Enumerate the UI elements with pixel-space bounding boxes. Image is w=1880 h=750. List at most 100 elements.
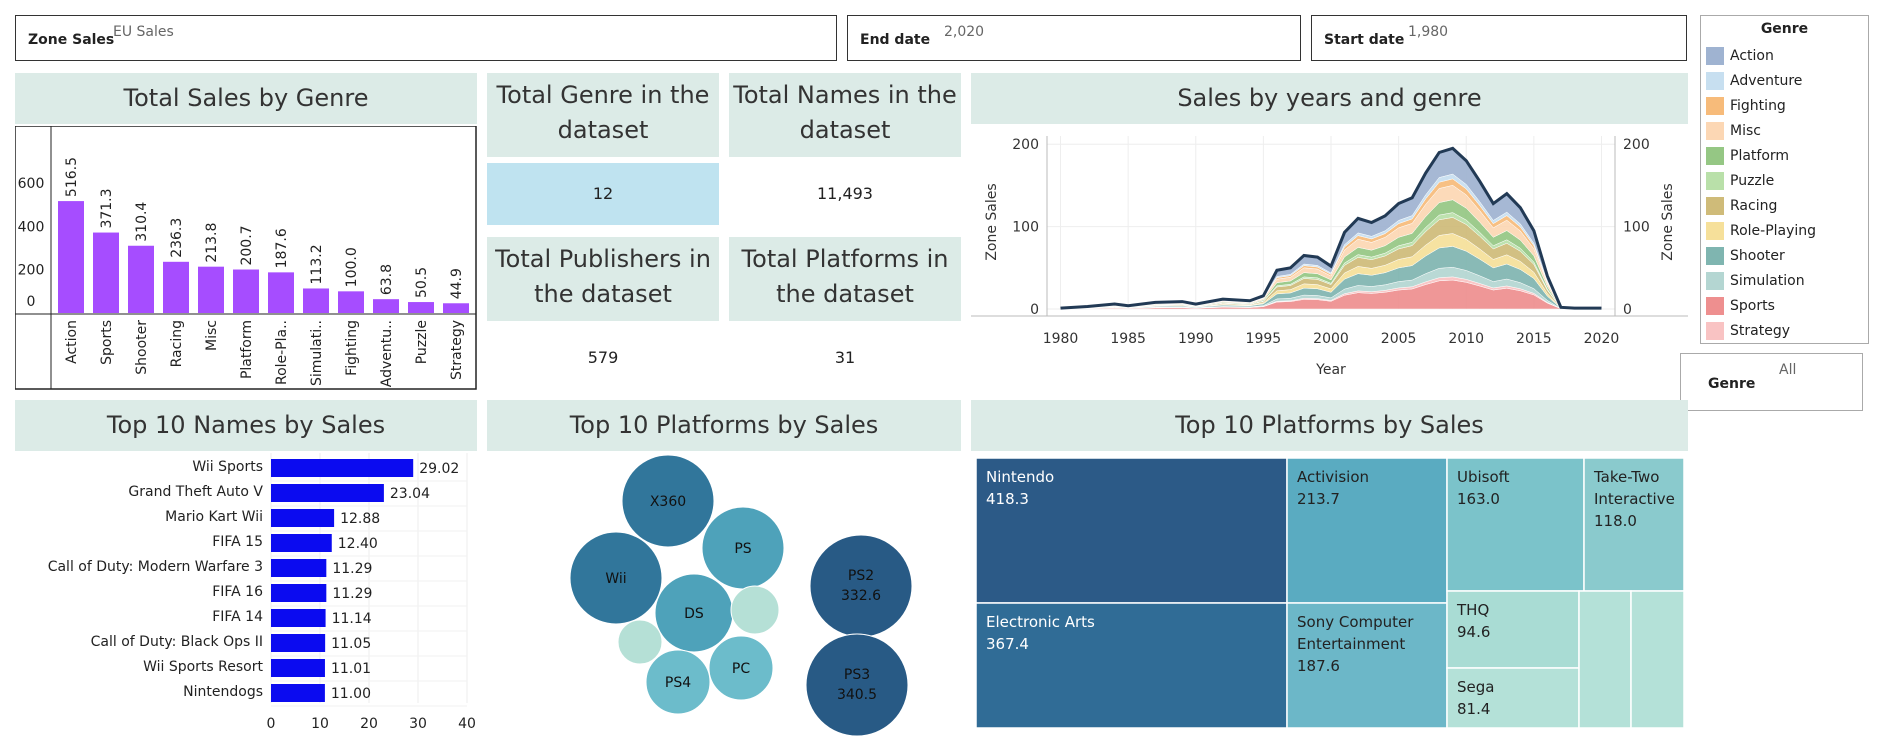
legend-label: Adventure <box>1730 73 1803 89</box>
end-date-filter[interactable]: End date 2,020 <box>847 15 1301 61</box>
genre-filter-value[interactable]: All <box>1779 362 1797 378</box>
legend-item[interactable]: Misc <box>1706 120 1761 142</box>
tile-value: 367.4 <box>986 635 1029 653</box>
bar-strategy <box>443 303 469 313</box>
bubble-label: PS3 <box>844 667 870 683</box>
publisher-treemap: Nintendo 418.3 Electronic Arts 367.4 Activis… <box>975 457 1685 729</box>
bar-racing <box>163 261 189 313</box>
bar-puzzle <box>408 302 434 313</box>
genre-filter[interactable]: Genre All <box>1680 353 1863 411</box>
x-tick-label: 0 <box>267 716 276 732</box>
tile-name: Electronic Arts <box>986 613 1095 631</box>
x-tick-label: 2010 <box>1448 331 1484 347</box>
treemap-tile <box>1583 457 1685 592</box>
name-bar <box>271 559 327 577</box>
name-label: Mario Kart Wii <box>165 509 263 525</box>
start-date-value[interactable]: 1,980 <box>1408 24 1449 40</box>
bar-platform <box>233 269 259 313</box>
genre-bar-chart: 0 200 400 600 516.5 Action 371.3 Sports 310.4 Sho… <box>15 126 477 390</box>
kpi-genre-value: 12 <box>487 163 719 225</box>
legend-item[interactable]: Shooter <box>1706 245 1785 267</box>
platform-bubble <box>569 531 663 625</box>
legend-swatch <box>1706 72 1724 90</box>
category-label: Action <box>64 320 80 364</box>
y-tick-label-right: 100 <box>1623 220 1650 236</box>
legend-item[interactable]: Platform <box>1706 145 1789 167</box>
category-label: Fighting <box>344 320 360 376</box>
bar-adventu <box>373 299 399 313</box>
bubble-chart-title: Top 10 Platforms by Sales <box>487 400 961 451</box>
category-label: Simulati.. <box>309 320 325 386</box>
platform-bubble <box>617 619 663 665</box>
kpi-genre-title: Total Genre in the dataset <box>487 73 719 157</box>
bubble-label: PS4 <box>665 675 691 691</box>
x-tick-label: 1995 <box>1246 331 1282 347</box>
bubble-label: DS <box>684 606 704 622</box>
legend-item[interactable]: Action <box>1706 45 1774 67</box>
y-tick-label: 200 <box>1012 137 1039 153</box>
tile-name: THQ <box>1456 601 1489 619</box>
bar-value-label: 11.29 <box>332 586 372 602</box>
bar-value-label: 113.2 <box>309 244 325 284</box>
legend-label: Puzzle <box>1730 173 1775 189</box>
bubble-label: X360 <box>650 494 686 510</box>
legend-label: Action <box>1730 48 1774 64</box>
name-bar <box>271 484 384 502</box>
x-tick-label: 2000 <box>1313 331 1349 347</box>
category-label: Role-Pla.. <box>274 320 290 385</box>
y-tick-label-right: 200 <box>1623 137 1650 153</box>
y-tick-label: 0 <box>1030 302 1039 318</box>
legend-item[interactable]: Puzzle <box>1706 170 1774 192</box>
treemap-tile <box>1630 590 1685 729</box>
legend-item[interactable]: Racing <box>1706 195 1777 217</box>
platform-bubble <box>708 635 774 701</box>
legend-item[interactable]: Strategy <box>1706 320 1790 342</box>
treemap-tile <box>975 602 1288 729</box>
legend-label: Role-Playing <box>1730 223 1817 239</box>
bar-rolepla <box>268 272 294 313</box>
legend-item[interactable]: Fighting <box>1706 95 1786 117</box>
names-bar-chart: 0 10 20 30 40 Wii Sports 29.02 Grand Theft Auto… <box>48 453 476 732</box>
start-date-label: Start date <box>1324 32 1405 48</box>
bar-value-label: 11.01 <box>331 661 371 677</box>
name-label: FIFA 16 <box>212 584 263 600</box>
x-tick-label: 2015 <box>1516 331 1552 347</box>
x-tick-label: 40 <box>458 716 476 732</box>
name-label: Grand Theft Auto V <box>128 484 263 500</box>
tile-value: 163.0 <box>1457 490 1500 508</box>
bar-fighting <box>338 291 364 313</box>
category-label: Adventu.. <box>379 320 395 387</box>
bar-value-label: 236.3 <box>169 218 185 258</box>
tile-name: Activision <box>1297 468 1369 486</box>
bar-value-label: 11.14 <box>332 611 372 627</box>
bar-value-label: 371.3 <box>99 188 115 228</box>
name-bar <box>271 684 325 702</box>
bar-action <box>58 201 84 313</box>
legend-item[interactable]: Adventure <box>1706 70 1802 92</box>
legend-swatch <box>1706 272 1724 290</box>
tile-value: 418.3 <box>986 490 1029 508</box>
names-chart-title: Top 10 Names by Sales <box>15 400 477 451</box>
platform-bubble <box>805 633 909 737</box>
zone-sales-value[interactable]: EU Sales <box>113 24 174 40</box>
legend-item[interactable]: Sports <box>1706 295 1775 317</box>
start-date-filter[interactable]: Start date 1,980 <box>1311 15 1687 61</box>
name-label: Call of Duty: Modern Warfare 3 <box>48 559 263 575</box>
y-tick-label-right: 0 <box>1623 302 1632 318</box>
bubble-label: PS2 <box>848 568 874 584</box>
bar-misc <box>198 266 224 313</box>
zone-sales-filter[interactable]: Zone Sales EU Sales <box>15 15 837 61</box>
area-chart-title: Sales by years and genre <box>971 73 1688 124</box>
legend-item[interactable]: Simulation <box>1706 270 1805 292</box>
bar-value-label: 12.40 <box>338 536 378 552</box>
name-label: FIFA 14 <box>212 609 263 625</box>
x-tick-label: 2020 <box>1584 331 1620 347</box>
category-label: Puzzle <box>414 320 430 364</box>
bubble-value: 340.5 <box>837 687 877 703</box>
end-date-value[interactable]: 2,020 <box>944 24 985 40</box>
tile-value: 94.6 <box>1457 623 1490 641</box>
legend-item[interactable]: Role-Playing <box>1706 220 1816 242</box>
y-tick-label: 600 <box>18 176 45 192</box>
category-label: Shooter <box>134 320 150 375</box>
total-line <box>1060 146 1602 310</box>
